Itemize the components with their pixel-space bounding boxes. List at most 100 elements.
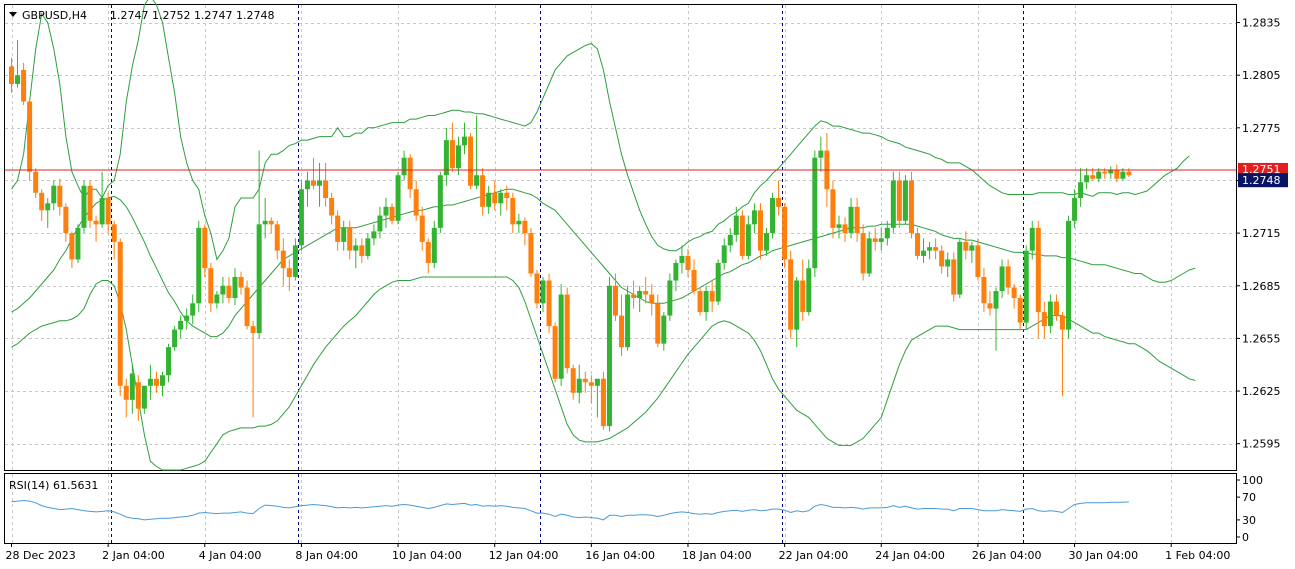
candle [667,273,673,321]
candle [751,203,757,234]
candle-body [63,206,69,234]
price-axis[interactable]: 1.28351.28051.27751.27451.27151.26851.26… [1236,17,1281,451]
time-tick-label: 28 Dec 2023 [6,549,76,562]
rsi-label: RSI(14) 61.5631 [9,479,98,492]
candle [866,231,872,277]
time-axis[interactable]: 28 Dec 2023 2 Jan 04:00 4 Jan 04:00 8 Jan 0… [6,543,1231,562]
candle [999,259,1005,299]
candle [739,210,745,260]
candle [534,269,540,309]
candle [238,271,244,295]
candle-body [933,247,939,251]
candle-body [226,285,232,299]
candle-body [196,227,202,304]
candle [1047,294,1053,334]
candle [244,280,250,330]
candle [371,224,377,246]
candle-body [449,140,455,169]
candle [365,233,371,260]
candle [872,227,878,251]
candle-body [153,378,159,386]
candle [908,171,914,239]
candle [39,189,45,221]
candle-body [1011,287,1017,299]
candle-body [733,215,739,235]
candle [757,203,763,260]
rsi-tick-label: 0 [1242,531,1249,544]
candle [401,150,407,181]
candle-body [606,285,612,427]
candle [474,115,480,190]
time-tick-label: 1 Feb 04:00 [1165,549,1230,562]
candle-body [576,378,582,393]
candle [981,268,987,313]
candle-body [516,220,522,225]
candle-body [298,189,304,246]
candle [292,238,298,281]
candle-body [558,294,564,379]
candle-body [1072,198,1078,221]
candle-body [492,192,498,204]
candle-body [600,378,606,427]
time-tick-label: 10 Jan 04:00 [392,549,462,562]
price-tick-label: 1.2655 [1242,332,1281,345]
candle-body [594,378,600,386]
candle-body [401,157,407,176]
candle [455,136,461,176]
candle [123,378,129,418]
candle-body [812,157,818,269]
rsi-axis: 100 70 30 0 [1236,474,1263,544]
candle [546,273,552,334]
candle-body [425,241,431,263]
candle [685,248,691,277]
candle [794,276,800,348]
candle [141,385,147,414]
candle [81,180,87,234]
candle-body [818,150,824,158]
candle-body [117,241,123,386]
candle [449,122,455,172]
candle-body [546,280,552,327]
main-plot-frame[interactable] [4,4,1237,471]
candle-body [764,233,769,251]
candle [220,276,226,304]
candle [745,215,751,260]
candle-body [1120,171,1126,179]
rsi-subwindow-frame[interactable] [4,473,1237,544]
candle [178,315,184,339]
candle [800,259,806,321]
candle-body [782,206,788,260]
candle-body [250,326,256,334]
candle [105,192,111,234]
candle-body [884,227,890,239]
candle-body [431,227,437,263]
candle [27,98,33,181]
candle-body [842,224,848,234]
triangle-down-icon[interactable] [9,12,17,17]
candle [993,287,999,351]
candle-body [335,215,341,242]
candle [915,227,920,260]
candle [625,285,631,351]
candle-body [1053,301,1059,316]
rsi-line [11,499,1129,521]
candle-body [522,220,528,234]
candle [788,250,794,339]
candle [649,284,655,316]
candle-body [806,268,812,313]
candle-body [721,245,727,263]
candle [1072,189,1078,228]
candle-body [413,189,419,216]
candle [480,168,486,216]
candle [462,122,467,155]
candle [353,238,359,269]
candle-body [691,269,697,292]
candle-body [963,241,969,251]
candle [274,220,280,260]
candle [329,192,335,225]
candle-body [69,233,75,260]
candle-body [311,180,316,186]
price-tick-label: 1.2715 [1242,227,1281,240]
time-tick-label: 30 Jan 04:00 [1069,549,1139,562]
